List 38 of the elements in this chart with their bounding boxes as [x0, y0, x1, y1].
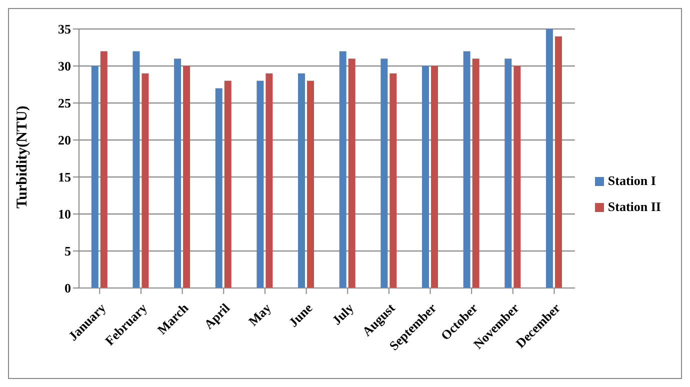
bar	[514, 66, 521, 288]
y-tick-label: 20	[58, 132, 71, 148]
y-tick-label: 10	[58, 206, 71, 222]
bar	[224, 80, 232, 288]
legend-label: Station I	[608, 172, 656, 188]
bar	[100, 51, 108, 288]
bar	[256, 80, 264, 288]
bar	[546, 29, 553, 288]
bar	[307, 80, 314, 288]
y-tick-label: 5	[64, 244, 72, 259]
bar	[348, 58, 356, 288]
bar	[266, 73, 273, 288]
bar	[132, 51, 140, 288]
y-tick-label: 30	[58, 58, 71, 74]
bar	[430, 66, 438, 288]
x-tick-label: June	[286, 300, 316, 330]
bar	[554, 36, 562, 288]
bar	[472, 58, 480, 288]
bar	[91, 66, 98, 288]
bar	[142, 73, 149, 288]
x-tick-label: July	[329, 300, 357, 328]
legend-label: Station II	[608, 198, 661, 214]
x-tick-label: May	[245, 300, 274, 329]
bar	[380, 58, 388, 288]
y-tick-label: 25	[58, 96, 72, 111]
bar	[390, 73, 397, 288]
bar	[463, 51, 470, 288]
bar	[504, 58, 512, 288]
bar	[422, 66, 429, 288]
bar	[215, 88, 222, 288]
y-tick-label: 35	[58, 22, 72, 37]
bar	[339, 51, 346, 288]
y-tick-label: 0	[64, 280, 71, 296]
bar	[174, 58, 182, 288]
y-axis-title: Turbidity(NTU)	[14, 106, 30, 208]
bar	[298, 73, 306, 288]
bar	[183, 66, 190, 288]
y-tick-label: 15	[58, 170, 72, 185]
